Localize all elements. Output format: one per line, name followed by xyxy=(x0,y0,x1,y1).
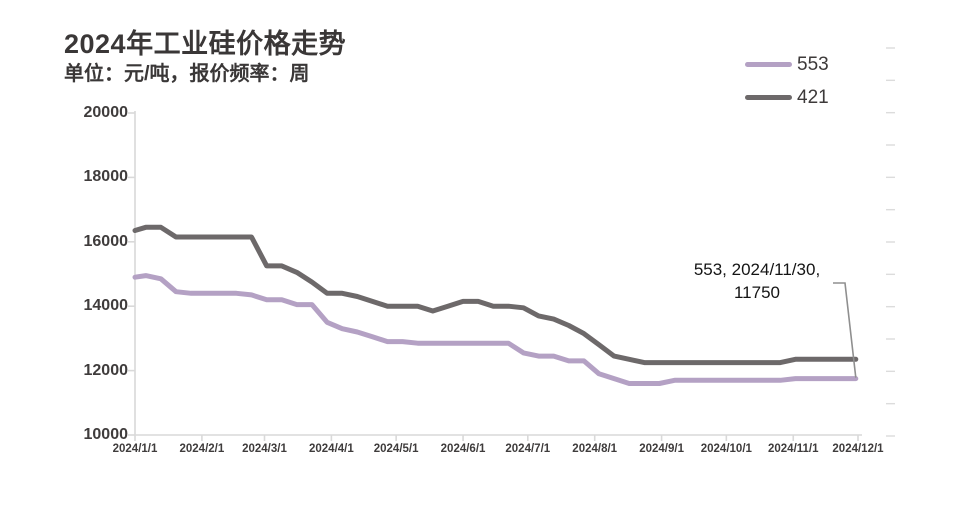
y-axis-label: 20000 xyxy=(83,104,129,121)
x-axis-label: 2024/10/1 xyxy=(700,443,752,455)
data-label-line2: 11750 xyxy=(733,283,780,302)
chart-subtitle: 单位：元/吨，报价频率：周 xyxy=(64,63,310,85)
legend-label-421: 421 xyxy=(797,86,829,108)
legend: 553 421 xyxy=(745,48,829,114)
legend-item-421: 421 xyxy=(745,81,829,114)
x-axis-label: 2024/9/1 xyxy=(639,443,684,455)
legend-swatch-421-line xyxy=(745,95,792,100)
y-axis-label: 16000 xyxy=(83,232,129,250)
legend-label-553: 553 xyxy=(797,53,829,75)
annotation-leader-line xyxy=(833,282,857,378)
series-553-line xyxy=(132,273,859,386)
x-axis-label: 2024/8/1 xyxy=(572,443,618,455)
y-axis-label: 10000 xyxy=(83,426,129,443)
x-axis-label: 2024/4/1 xyxy=(309,443,354,455)
data-label-line1: 553, 2024/11/30, xyxy=(693,260,821,279)
x-axis-label: 2024/1/1 xyxy=(112,443,158,455)
x-axis-label: 2024/5/1 xyxy=(373,443,419,455)
y-axis-label: 18000 xyxy=(83,168,129,186)
x-axis-label: 2024/12/1 xyxy=(832,443,884,455)
chart-title: 2024年工业硅价格走势 xyxy=(64,29,347,59)
legend-item-553: 553 xyxy=(745,48,829,81)
legend-swatch-553-line xyxy=(745,62,792,67)
x-axis-label: 2024/3/1 xyxy=(242,443,287,455)
y-axis-label: 12000 xyxy=(83,361,129,379)
x-axis-label: 2024/2/1 xyxy=(179,443,225,455)
data-label-annotation: 553, 2024/11/30, 11750 xyxy=(662,258,852,304)
series-421-line xyxy=(132,224,859,366)
x-axis-label: 2024/11/1 xyxy=(767,443,819,455)
x-axis-label: 2024/7/1 xyxy=(505,443,551,455)
y-axis-label: 14000 xyxy=(83,297,129,315)
x-axis-label: 2024/6/1 xyxy=(440,443,486,455)
